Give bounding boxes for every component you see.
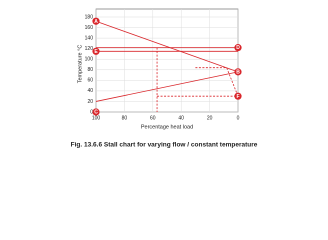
series-line [95, 71, 239, 102]
x-tick-label: 20 [207, 115, 213, 121]
y-tick-label: 100 [85, 57, 94, 63]
marker-label: C [94, 110, 98, 116]
point-marker [234, 92, 242, 100]
x-tick-label: 0 [237, 115, 240, 121]
chart: Percentage heat load Temperature °C Fig.… [71, 8, 258, 149]
y-tick-label: 160 [85, 25, 94, 31]
point-marker [234, 68, 242, 76]
point-marker [234, 44, 242, 52]
x-tick-label: 40 [178, 115, 184, 121]
point-marker [92, 47, 100, 55]
y-tick-label: 20 [87, 99, 93, 105]
x-axis-label: Percentage heat load [141, 124, 193, 130]
y-axis-label: Temperature °C [77, 45, 83, 84]
marker-label: B [236, 70, 240, 76]
y-tick-label: 40 [87, 88, 93, 94]
y-tick-label: 140 [85, 35, 94, 41]
marker-label: E [94, 49, 98, 55]
y-tick-label: 180 [85, 14, 94, 20]
y-tick-label: 120 [85, 46, 94, 52]
x-tick-label: 80 [122, 115, 128, 121]
marker-label: A [94, 19, 98, 25]
series-line [95, 20, 239, 73]
marker-label: F [236, 94, 239, 100]
marker-label: D [236, 45, 240, 51]
point-marker [92, 108, 100, 116]
x-tick-label: 60 [150, 115, 156, 121]
caption: Fig. 13.6.6 Stall chart for varying flow… [71, 142, 258, 149]
plot-area [95, 8, 239, 113]
x-tick-label: 100 [92, 115, 101, 121]
y-tick-label: 60 [87, 78, 93, 84]
y-tick-label: 80 [87, 67, 93, 73]
y-tick-label: 0 [90, 109, 93, 115]
point-marker [92, 17, 100, 25]
